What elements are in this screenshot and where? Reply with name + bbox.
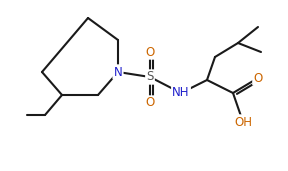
Text: NH: NH bbox=[172, 87, 190, 100]
Text: O: O bbox=[145, 45, 155, 58]
Text: S: S bbox=[146, 70, 154, 83]
Text: N: N bbox=[114, 65, 122, 78]
Text: O: O bbox=[145, 96, 155, 109]
Text: OH: OH bbox=[234, 115, 252, 128]
Text: O: O bbox=[253, 71, 263, 84]
